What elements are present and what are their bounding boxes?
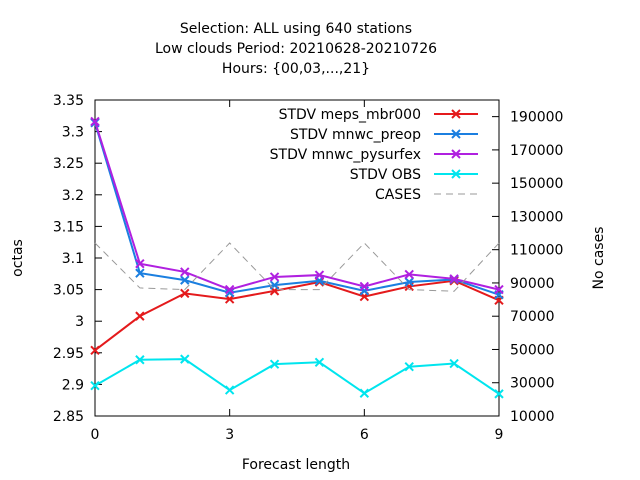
y-axis-label: octas [10,239,26,277]
legend-label: STDV mnwc_pysurfex [270,147,421,163]
y2-tick-label: 150000 [510,176,563,192]
data-point [404,269,414,280]
data-point [404,361,414,372]
y-tick-label: 3.35 [53,93,84,109]
y-tick-label: 3.3 [62,125,84,141]
series-line [94,279,500,352]
data-point [135,311,145,321]
legend-label: STDV OBS [350,167,421,183]
series-line [94,121,500,291]
data-point [224,385,235,395]
chart-title: Selection: ALL using 640 stations Low cl… [155,21,437,77]
y2-tick-label: 190000 [510,110,563,126]
data-point [224,284,235,295]
data-point [449,274,459,284]
data-point [494,389,504,399]
y2-tick-label: 110000 [510,243,563,259]
title-line-1: Selection: ALL using 640 stations [180,21,412,37]
legend-marker [451,129,461,139]
data-point [404,277,414,287]
y2-axis-label: No cases [591,227,607,290]
series-4 [94,242,500,292]
series-3 [90,354,504,399]
data-point [359,388,370,398]
y2-tick-label: 50000 [510,342,555,358]
y2-tick-label: 170000 [510,143,563,159]
data-point [314,270,325,280]
data-point [180,267,190,277]
series-line [94,122,500,296]
data-point [90,345,100,355]
y-tick-label: 3.25 [53,156,84,172]
y-tick-label: 3.05 [53,283,84,299]
y-tick-label: 2.85 [53,409,84,425]
y2-tick-label: 30000 [510,376,555,392]
y-tick-label: 2.95 [53,346,84,362]
x-tick-label: 9 [495,427,504,443]
legend-marker [451,169,461,179]
y-tick-label: 3.15 [53,219,84,235]
y-tick-label: 3.2 [62,188,84,204]
series-line [94,358,500,395]
x-axis-label: Forecast length [242,457,350,473]
data-point [135,355,145,365]
data-point [359,281,370,292]
y2-tick-label: 70000 [510,309,555,325]
data-point [90,380,100,391]
title-line-3: Hours: {00,03,...,21} [222,61,370,77]
data-point [135,258,145,269]
y-tick-label: 3 [75,314,84,330]
legend-label: STDV meps_mbr000 [279,107,421,123]
series-group [90,116,504,399]
data-point [224,288,235,298]
data-point [449,358,459,369]
y-tick-label: 3.1 [62,251,84,267]
data-point [269,272,280,282]
data-point [90,116,100,127]
y2-tick-label: 90000 [510,276,555,292]
x-tick-label: 3 [225,427,234,443]
data-point [314,357,325,367]
data-point [180,354,190,364]
legend-label: CASES [375,187,421,203]
x-tick-label: 0 [91,427,100,443]
legend-marker [451,149,461,159]
data-point [269,280,280,290]
legend-marker [451,109,461,119]
title-line-2: Low clouds Period: 20210628-20210726 [155,41,437,57]
data-point [494,284,504,295]
data-point [269,359,280,369]
x-tick-label: 6 [360,427,369,443]
y-tick-label: 2.9 [62,377,84,393]
series-2 [90,116,504,295]
y2-tick-label: 10000 [510,409,555,425]
legend: STDV meps_mbr000 STDV mnwc_preop STDV mnwc… [270,107,478,203]
series-1 [90,118,504,300]
series-line [94,242,500,292]
legend-label: STDV mnwc_preop [290,127,421,143]
data-point [180,288,190,299]
axis-ticks: 2.85 2.9 2.95 3 3.05 3.1 3.15 3.2 3.25 3.3 3.35 100… [53,93,564,443]
y2-tick-label: 130000 [510,209,563,225]
data-point [135,268,145,278]
data-point [180,275,190,285]
series-0 [90,276,504,355]
